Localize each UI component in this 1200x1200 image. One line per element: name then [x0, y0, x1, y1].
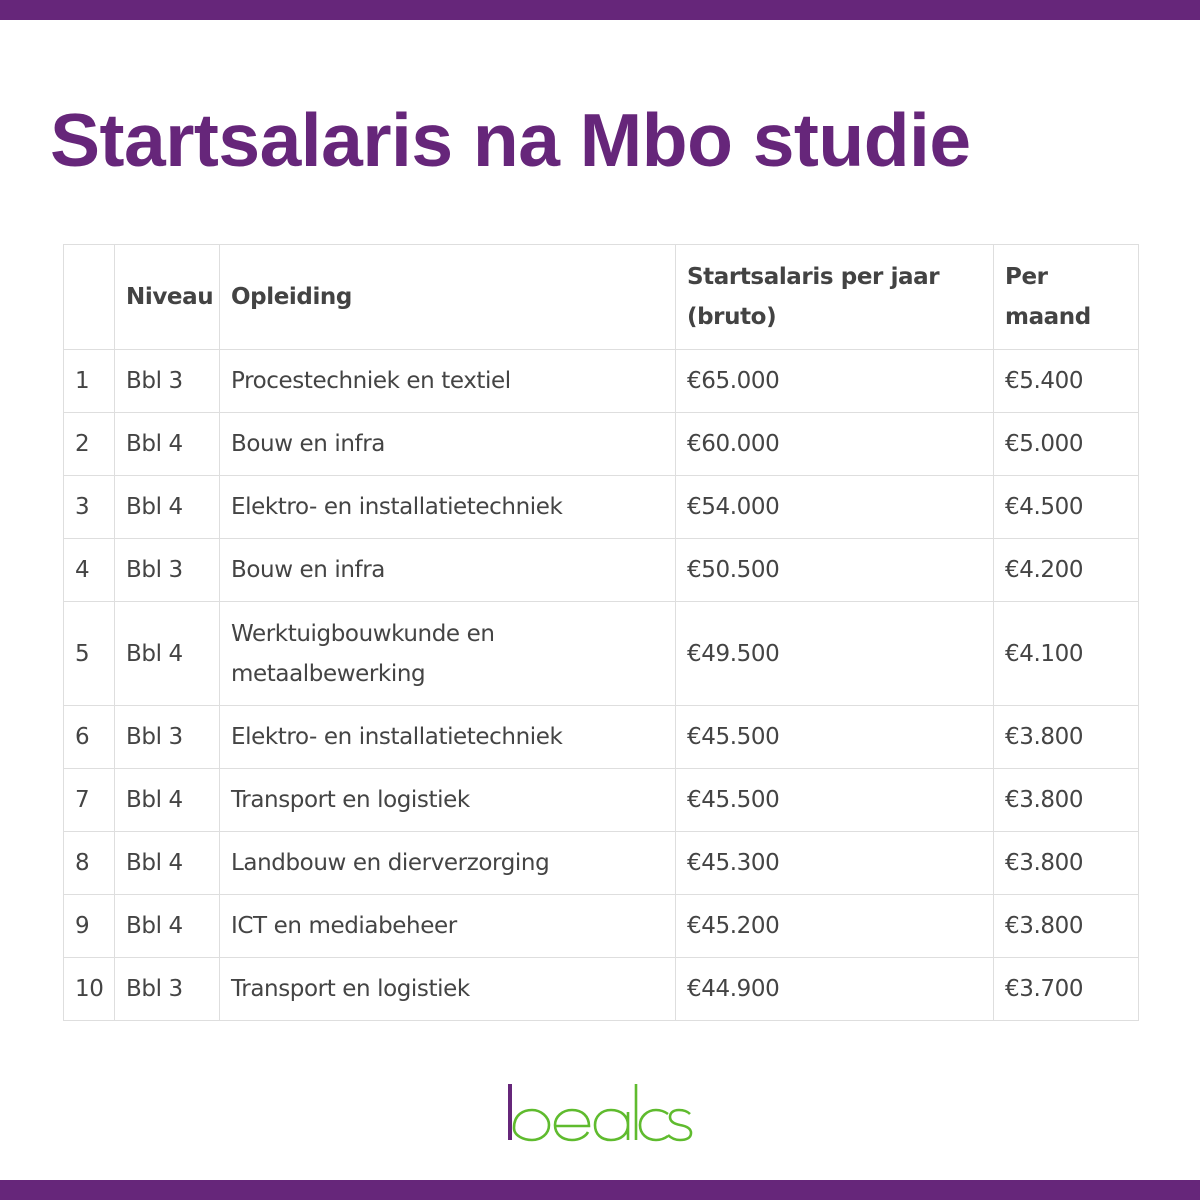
- cell-rank: 10: [63, 957, 115, 1021]
- cell-salary-month: €3.800: [993, 831, 1139, 895]
- cell-salary-month: €5.400: [993, 349, 1139, 413]
- logo-letter-e: [553, 1108, 591, 1142]
- cell-niveau: Bbl 4: [114, 768, 220, 832]
- cell-niveau: Bbl 3: [114, 538, 220, 602]
- cell-niveau: Bbl 3: [114, 349, 220, 413]
- cell-rank: 3: [63, 475, 115, 539]
- cell-opleiding: Landbouw en dierverzorging: [219, 831, 676, 895]
- header-rank: [63, 244, 115, 350]
- cell-salary-year: €54.000: [675, 475, 994, 539]
- table-row: 8 Bbl 4 Landbouw en dierverzorging €45.3…: [63, 831, 1139, 895]
- cell-rank: 1: [63, 349, 115, 413]
- cell-opleiding: Procestechniek en textiel: [219, 349, 676, 413]
- cell-rank: 9: [63, 894, 115, 958]
- cell-salary-month: €3.800: [993, 705, 1139, 769]
- cell-niveau: Bbl 4: [114, 475, 220, 539]
- table-row: 2 Bbl 4 Bouw en infra €60.000 €5.000: [63, 412, 1139, 476]
- bottom-accent-bar: [0, 1180, 1200, 1200]
- cell-salary-month: €4.500: [993, 475, 1139, 539]
- cell-salary-year: €45.500: [675, 768, 994, 832]
- table-row: 9 Bbl 4 ICT en mediabeheer €45.200 €3.80…: [63, 894, 1139, 958]
- table-row: 4 Bbl 3 Bouw en infra €50.500 €4.200: [63, 538, 1139, 602]
- cell-opleiding: Bouw en infra: [219, 538, 676, 602]
- cell-rank: 5: [63, 601, 115, 706]
- cell-salary-year: €60.000: [675, 412, 994, 476]
- cell-salary-year: €45.200: [675, 894, 994, 958]
- cell-salary-month: €4.100: [993, 601, 1139, 706]
- header-salary-month: Per maand: [993, 244, 1139, 350]
- header-salary-year: Startsalaris per jaar (bruto): [675, 244, 994, 350]
- cell-niveau: Bbl 3: [114, 957, 220, 1021]
- cell-opleiding: Transport en logistiek: [219, 957, 676, 1021]
- table-row: 10 Bbl 3 Transport en logistiek €44.900 …: [63, 957, 1139, 1021]
- logo-letter-c: [638, 1108, 669, 1142]
- table-row: 3 Bbl 4 Elektro- en installatietechniek …: [63, 475, 1139, 539]
- cell-salary-year: €45.500: [675, 705, 994, 769]
- header-niveau: Niveau: [114, 244, 220, 350]
- cell-niveau: Bbl 4: [114, 412, 220, 476]
- cell-rank: 2: [63, 412, 115, 476]
- logo-letter-b: [512, 1108, 551, 1142]
- cell-niveau: Bbl 4: [114, 831, 220, 895]
- cell-opleiding: Werktuigbouwkunde en metaalbewerking: [219, 601, 676, 706]
- cell-opleiding: ICT en mediabeheer: [219, 894, 676, 958]
- cell-salary-month: €4.200: [993, 538, 1139, 602]
- cell-opleiding: Bouw en infra: [219, 412, 676, 476]
- cell-salary-year: €45.300: [675, 831, 994, 895]
- cell-salary-month: €3.700: [993, 957, 1139, 1021]
- cell-salary-year: €44.900: [675, 957, 994, 1021]
- cell-niveau: Bbl 4: [114, 894, 220, 958]
- table-row: 1 Bbl 3 Procestechniek en textiel €65.00…: [63, 349, 1139, 413]
- cell-rank: 4: [63, 538, 115, 602]
- cell-opleiding: Transport en logistiek: [219, 768, 676, 832]
- header-opleiding: Opleiding: [219, 244, 676, 350]
- cell-opleiding: Elektro- en installatietechniek: [219, 705, 676, 769]
- logo-letter-a: [593, 1108, 630, 1142]
- logo-bar: [508, 1084, 512, 1140]
- cell-opleiding: Elektro- en installatietechniek: [219, 475, 676, 539]
- table-row: 6 Bbl 3 Elektro- en installatietechniek …: [63, 705, 1139, 769]
- cell-salary-year: €50.500: [675, 538, 994, 602]
- cell-salary-month: €3.800: [993, 768, 1139, 832]
- page-title: Startsalaris na Mbo studie: [50, 98, 971, 182]
- table-row: 7 Bbl 4 Transport en logistiek €45.500 €…: [63, 768, 1139, 832]
- cell-salary-month: €3.800: [993, 894, 1139, 958]
- top-accent-bar: [0, 0, 1200, 20]
- cell-rank: 8: [63, 831, 115, 895]
- cell-niveau: Bbl 4: [114, 601, 220, 706]
- logo-letter-s: [667, 1108, 693, 1142]
- cell-rank: 6: [63, 705, 115, 769]
- cell-salary-month: €5.000: [993, 412, 1139, 476]
- table-row: 5 Bbl 4 Werktuigbouwkunde en metaalbewer…: [63, 601, 1139, 706]
- cell-salary-year: €49.500: [675, 601, 994, 706]
- cell-salary-year: €65.000: [675, 349, 994, 413]
- salary-table: Niveau Opleiding Startsalaris per jaar (…: [63, 244, 1139, 1021]
- table-header-row: Niveau Opleiding Startsalaris per jaar (…: [63, 244, 1139, 350]
- cell-rank: 7: [63, 768, 115, 832]
- beaks-logo: [508, 1084, 693, 1142]
- cell-niveau: Bbl 3: [114, 705, 220, 769]
